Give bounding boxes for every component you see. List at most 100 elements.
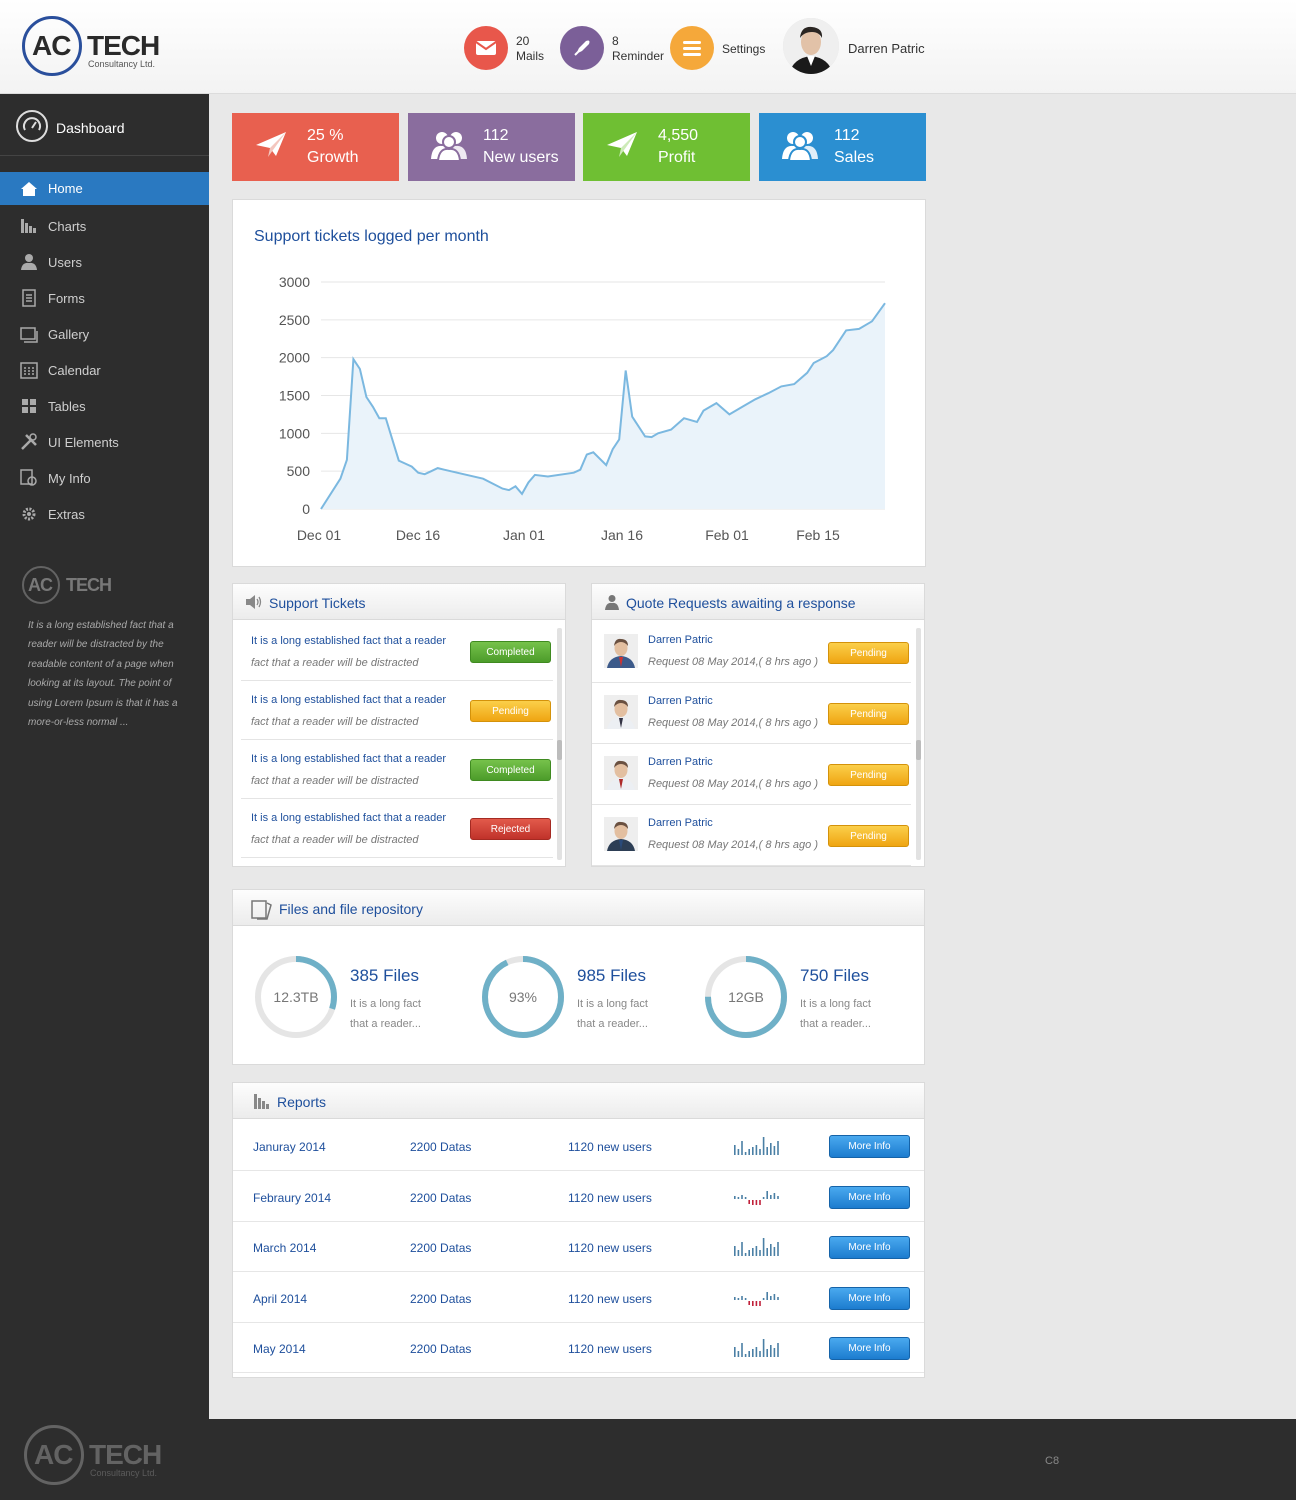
quote-row[interactable]: Darren Patric Request 08 May 2014,( 8 hrs… (592, 805, 911, 866)
logo-tech: TECH (89, 1439, 162, 1470)
more-info-button[interactable]: More Info (829, 1236, 910, 1259)
quote-row[interactable]: Darren Patric Request 08 May 2014,( 8 hrs… (592, 683, 911, 744)
more-info-button[interactable]: More Info (829, 1337, 910, 1360)
sidebar-item-label: Calendar (48, 362, 101, 378)
ticket-title[interactable]: It is a long established fact that a rea… (251, 694, 447, 706)
report-month[interactable]: March 2014 (253, 1241, 317, 1255)
stat-tile-profit[interactable]: 4,550 Profit (583, 113, 750, 181)
document-icon (20, 289, 38, 307)
panel-title: Files and file repository (279, 901, 423, 917)
report-datas: 2200 Datas (410, 1342, 472, 1356)
user-name[interactable]: Darren Patric (848, 41, 925, 56)
status-badge[interactable]: Pending (828, 703, 909, 725)
requester-name[interactable]: Darren Patric (648, 756, 713, 768)
stat-value: 112 (483, 127, 509, 144)
ticket-title[interactable]: It is a long established fact that a rea… (251, 753, 447, 765)
status-badge[interactable]: Pending (470, 700, 551, 722)
sidebar-item-users[interactable]: Users (0, 244, 209, 280)
stat-tile-sales[interactable]: 112 Sales (759, 113, 926, 181)
sparkline-bar (777, 1195, 779, 1199)
report-month[interactable]: May 2014 (253, 1342, 306, 1356)
x-tick-label: Dec 01 (297, 527, 342, 543)
mails-notification[interactable]: 20 Mails (464, 26, 544, 70)
ticket-row[interactable]: It is a long established fact that a rea… (241, 622, 553, 681)
status-badge[interactable]: Rejected (470, 818, 551, 840)
reminder-notification[interactable]: 8 Reminder (560, 26, 664, 70)
x-tick-label: Feb 15 (796, 527, 840, 543)
ticket-row[interactable]: It is a long established fact that a rea… (241, 799, 553, 858)
sparkline-bar (762, 1238, 765, 1256)
sparkline-bar (762, 1196, 765, 1199)
brand-logo[interactable]: AC TECH Consultancy Ltd. (22, 16, 182, 78)
sidebar-item-calendar[interactable]: Calendar (0, 352, 209, 388)
sidebar-item-label: Home (48, 181, 83, 196)
file-stat[interactable]: 93% 985 Files It is a long fact that a r… (480, 954, 700, 1044)
dashboard-header[interactable]: Dashboard (0, 94, 209, 156)
sidebar-item-tables[interactable]: Tables (0, 388, 209, 424)
requester-name[interactable]: Darren Patric (648, 817, 713, 829)
sparkline-bar (741, 1295, 743, 1300)
sidebar-item-ui-elements[interactable]: UI Elements (0, 424, 209, 460)
stat-tile-growth[interactable]: 25 % Growth (232, 113, 399, 181)
requester-name[interactable]: Darren Patric (648, 695, 713, 707)
chart-title: Support tickets logged per month (254, 228, 489, 245)
more-info-button[interactable]: More Info (829, 1135, 910, 1158)
report-month[interactable]: April 2014 (253, 1291, 308, 1306)
sparkline-bar (741, 1194, 743, 1199)
sparkline-bar (734, 1296, 736, 1300)
paper-plane-icon (605, 129, 645, 165)
more-info-button[interactable]: More Info (829, 1286, 910, 1310)
settings-button[interactable]: Settings (670, 26, 770, 70)
file-stat[interactable]: 12.3TB 385 Files It is a long fact that … (253, 954, 473, 1044)
status-badge[interactable]: Pending (828, 764, 909, 786)
sparkline-bar (752, 1147, 754, 1155)
file-stat[interactable]: 12GB 750 Files It is a long fact that a … (703, 954, 923, 1044)
sidebar-item-extras[interactable]: Extras (0, 496, 209, 532)
report-month[interactable]: Febraury 2014 (253, 1190, 332, 1205)
donut-label: 93% (508, 989, 538, 1005)
report-row: Januray 2014 2200 Datas 1120 new users More… (233, 1121, 924, 1171)
sparkline-bar (744, 1253, 747, 1256)
scrollbar[interactable] (916, 628, 921, 860)
quote-row[interactable]: Darren Patric Request 08 May 2014,( 8 hrs… (592, 622, 911, 683)
ticket-subtitle: fact that a reader will be distracted (251, 716, 419, 728)
sidebar-item-home[interactable]: Home (0, 172, 209, 205)
sparkline-bar (737, 1297, 740, 1300)
file-desc: It is a long fact that a reader... (577, 998, 648, 1030)
sparkline-bar (759, 1351, 761, 1357)
quote-row[interactable]: Darren Patric Request 08 May 2014,( 8 hrs… (592, 744, 911, 805)
sparkline-bar (744, 1354, 747, 1357)
sidebar-item-gallery[interactable]: Gallery (0, 316, 209, 352)
status-badge[interactable]: Completed (470, 641, 551, 663)
report-month[interactable]: Januray 2014 (253, 1140, 326, 1154)
speaker-icon (245, 594, 262, 610)
sparkline-bar (770, 1244, 772, 1256)
ticket-title[interactable]: It is a long established fact that a rea… (251, 812, 447, 824)
scroll-thumb[interactable] (916, 740, 921, 760)
user-avatar[interactable] (783, 18, 839, 74)
scrollbar[interactable] (557, 628, 562, 860)
sparkline-bar (759, 1250, 761, 1256)
requester-name[interactable]: Darren Patric (648, 634, 713, 646)
status-badge[interactable]: Pending (828, 642, 909, 664)
sidebar-item-charts[interactable]: Charts (0, 208, 209, 244)
status-badge[interactable]: Pending (828, 825, 909, 847)
sparkline-bar (777, 1141, 779, 1155)
donut-label: 12GB (728, 989, 764, 1005)
ticket-row[interactable]: It is a long established fact that a rea… (241, 681, 553, 740)
ticket-row[interactable]: It is a long established fact that a rea… (241, 740, 553, 799)
scroll-thumb[interactable] (557, 740, 562, 760)
requester-avatar (604, 817, 638, 851)
stat-tile-new-users[interactable]: 112 New users (408, 113, 575, 181)
status-badge[interactable]: Completed (470, 759, 551, 781)
sidebar-item-my-info[interactable]: My Info (0, 460, 209, 496)
sparkline-bar (773, 1247, 776, 1256)
calendar-icon (20, 361, 38, 379)
more-info-button[interactable]: More Info (829, 1185, 910, 1209)
footer-logo: AC TECH Consultancy Ltd. (24, 1425, 184, 1487)
x-tick-label: Feb 01 (705, 527, 749, 543)
ticket-title[interactable]: It is a long established fact that a rea… (251, 635, 447, 647)
sidebar-item-forms[interactable]: Forms (0, 280, 209, 316)
sparkline-bar (748, 1250, 750, 1256)
requester-avatar (604, 756, 638, 790)
